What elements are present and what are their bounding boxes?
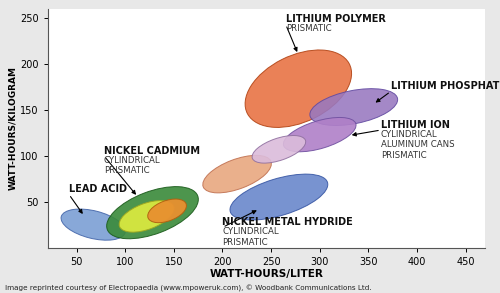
Ellipse shape xyxy=(148,199,186,223)
Ellipse shape xyxy=(119,201,174,232)
X-axis label: WATT-HOURS/LITER: WATT-HOURS/LITER xyxy=(210,269,323,280)
Ellipse shape xyxy=(61,209,126,240)
Ellipse shape xyxy=(203,155,272,193)
Ellipse shape xyxy=(310,89,398,125)
Text: LITHIUM ION: LITHIUM ION xyxy=(381,120,450,130)
Text: NICKEL METAL HYDRIDE: NICKEL METAL HYDRIDE xyxy=(222,217,353,227)
Ellipse shape xyxy=(252,136,306,163)
Y-axis label: WATT-HOURS/KILOGRAM: WATT-HOURS/KILOGRAM xyxy=(8,66,17,190)
Text: CYLINDRICAL
PRISMATIC: CYLINDRICAL PRISMATIC xyxy=(222,227,279,247)
Text: PRISMATIC: PRISMATIC xyxy=(286,24,332,33)
Text: CYLINDRICAL
ALUMINUM CANS
PRISMATIC: CYLINDRICAL ALUMINUM CANS PRISMATIC xyxy=(381,130,454,160)
Text: NICKEL CADMIUM: NICKEL CADMIUM xyxy=(104,146,200,156)
Ellipse shape xyxy=(106,187,198,239)
Text: LEAD ACID: LEAD ACID xyxy=(69,184,127,194)
Text: Image reprinted courtesy of Electropaedia (www.mpoweruk.com), © Woodbank Communi: Image reprinted courtesy of Electropaedi… xyxy=(5,285,372,292)
Text: CYLINDRICAL
PRISMATIC: CYLINDRICAL PRISMATIC xyxy=(104,156,160,175)
Text: LITHIUM PHOSPHATE: LITHIUM PHOSPHATE xyxy=(390,81,500,91)
Ellipse shape xyxy=(245,50,352,127)
Ellipse shape xyxy=(284,117,356,152)
Ellipse shape xyxy=(230,174,328,220)
Text: LITHIUM POLYMER: LITHIUM POLYMER xyxy=(286,14,386,24)
